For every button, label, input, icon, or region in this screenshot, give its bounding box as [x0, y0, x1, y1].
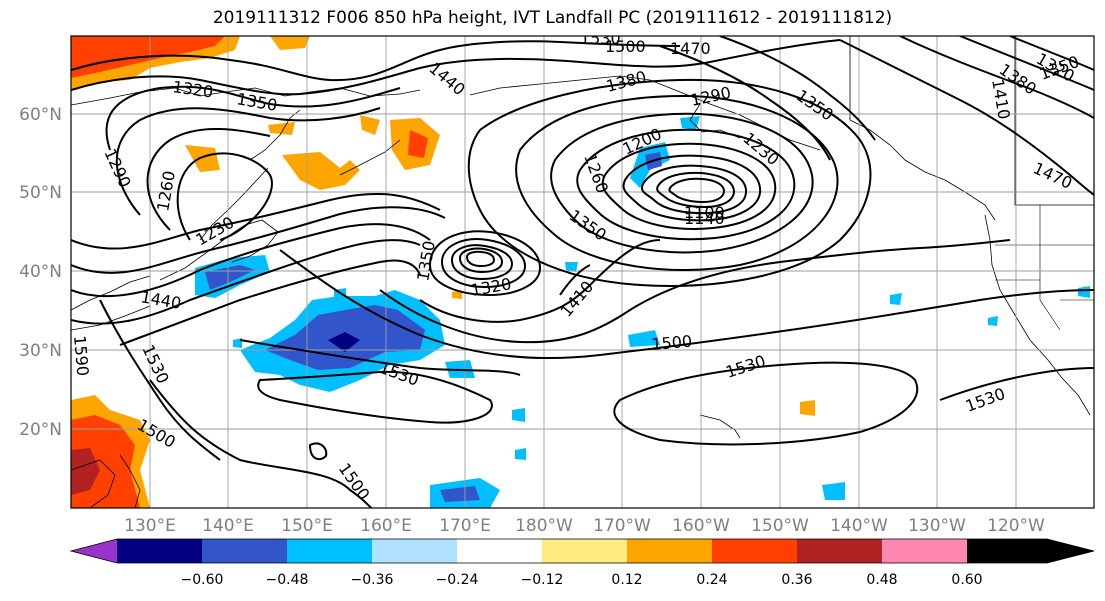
- colorbar-extend-low: [71, 539, 117, 563]
- colorbar-ticks: −0.60 −0.48 −0.36 −0.24 −0.12 0.12 0.24 …: [181, 572, 983, 588]
- colorbar-tick-label: −0.24: [436, 572, 479, 588]
- lon-label: 120°W: [987, 516, 1045, 536]
- lat-label: 40°N: [19, 262, 62, 282]
- lon-label: 140°W: [830, 516, 888, 536]
- state-borders: [995, 205, 1094, 331]
- contour-label: 1590: [70, 335, 92, 377]
- colorbar-segment: [882, 539, 967, 563]
- contour-label: 1530: [580, 29, 621, 48]
- lon-label: 180°W: [515, 516, 573, 536]
- lon-label: 160°W: [672, 516, 730, 536]
- colorbar-tick-label: 0.24: [696, 572, 727, 588]
- lat-label: 20°N: [19, 420, 62, 440]
- colorbar-segment: [202, 539, 287, 563]
- longitude-labels: 130°E 140°E 150°E 160°E 170°E 180°W 170°…: [124, 516, 1045, 536]
- contour-label: 1500: [605, 37, 646, 56]
- colorbar-extend-high: [967, 539, 1094, 563]
- colorbar-segment: [627, 539, 712, 563]
- contour-label: 1500: [651, 332, 693, 354]
- colorbar-segment: [457, 539, 542, 563]
- colorbar-segment: [117, 539, 202, 563]
- lon-label: 130°W: [908, 516, 966, 536]
- lon-label: 160°E: [360, 516, 412, 536]
- map-frame: [70, 35, 1095, 509]
- colorbar-segment: [542, 539, 627, 563]
- colorbar-segment: [372, 539, 457, 563]
- colorbar-tick-label: 0.48: [866, 572, 897, 588]
- lat-label: 50°N: [19, 183, 62, 203]
- height-contours: [71, 36, 1094, 508]
- lon-label: 170°W: [593, 516, 651, 536]
- colorbar-tick-label: 0.60: [951, 572, 982, 588]
- colorbar-outline: [69, 538, 1095, 564]
- lon-label: 130°E: [124, 516, 176, 536]
- latitude-labels: 60°N 50°N 40°N 30°N 20°N: [19, 105, 62, 440]
- colorbar-segment: [712, 539, 797, 563]
- contour-label: 1100: [684, 203, 725, 222]
- lat-label: 60°N: [19, 105, 62, 125]
- colorbar-tick-label: −0.12: [521, 572, 564, 588]
- lon-label: 170°E: [439, 516, 491, 536]
- colorbar-tick-label: −0.36: [351, 572, 394, 588]
- colorbar: −0.60 −0.48 −0.36 −0.24 −0.12 0.12 0.24 …: [69, 538, 1095, 588]
- contour-label: 1470: [670, 39, 711, 58]
- ivt-shading: [71, 36, 1090, 508]
- colorbar-segment: [287, 539, 372, 563]
- colorbar-tick-label: 0.36: [781, 572, 812, 588]
- colorbar-tick-label: 0.12: [611, 572, 642, 588]
- lon-label: 150°W: [751, 516, 809, 536]
- lon-label: 140°E: [202, 516, 254, 536]
- lat-label: 30°N: [19, 341, 62, 361]
- colorbar-segment: [797, 539, 882, 563]
- colorbar-tick-label: −0.48: [266, 572, 309, 588]
- map-title: 2019111312 F006 850 hPa height, IVT Land…: [212, 8, 893, 28]
- lon-label: 150°E: [281, 516, 333, 536]
- colorbar-tick-label: −0.60: [181, 572, 224, 588]
- contour-label: 1140: [684, 209, 725, 228]
